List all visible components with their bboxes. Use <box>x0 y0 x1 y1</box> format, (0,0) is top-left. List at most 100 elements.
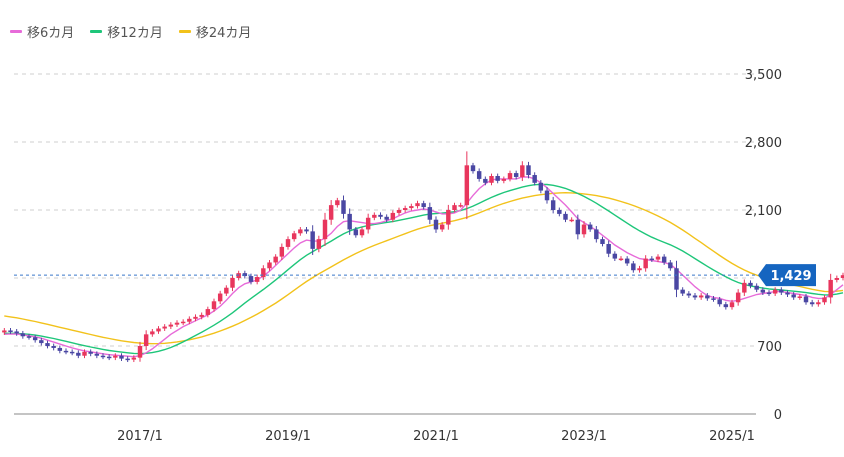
candle-body <box>187 318 192 322</box>
candle-body <box>390 212 396 220</box>
candle-body <box>729 302 735 308</box>
candle-body <box>711 298 716 300</box>
candle-body <box>174 322 180 325</box>
candle-body <box>322 219 328 240</box>
candle-body <box>82 351 87 356</box>
candle-body <box>402 208 408 210</box>
candle-body <box>742 282 747 293</box>
candle-body <box>26 336 32 338</box>
legend-swatch-ma12 <box>90 30 103 33</box>
candle-body <box>285 239 291 247</box>
candle-body <box>513 173 519 177</box>
candle-body <box>291 233 297 240</box>
legend-item-ma6[interactable]: 移6カ月 <box>10 22 74 41</box>
candle-body <box>39 340 44 344</box>
candle-body <box>779 289 784 293</box>
candle-body <box>680 289 685 294</box>
candle-body <box>581 224 587 235</box>
candle-body <box>113 355 118 358</box>
candle-body <box>409 206 414 209</box>
candle-body <box>520 165 525 177</box>
candle-body <box>612 253 618 259</box>
candle-body <box>193 316 198 319</box>
candle-body <box>606 244 611 254</box>
candle-body <box>298 229 303 234</box>
candle-body <box>544 190 550 201</box>
candle-body <box>45 343 50 346</box>
candle-body <box>495 176 500 181</box>
candle-body <box>458 205 463 207</box>
candle-body <box>230 278 235 288</box>
candle-body <box>476 171 482 179</box>
candle-body <box>501 178 507 181</box>
candle-body <box>180 321 186 324</box>
candle-body <box>365 217 371 230</box>
candle-body <box>569 219 574 222</box>
candle-body <box>150 331 155 335</box>
candle-body <box>483 178 488 183</box>
candle-body <box>32 337 38 341</box>
candle-body <box>797 296 803 298</box>
candle-body <box>347 213 352 230</box>
candle-body <box>631 263 636 271</box>
candle-body <box>686 293 692 296</box>
candle-body <box>748 282 753 286</box>
axis-layer: 0 700 2,100 2,800 3,500 2017/1 2019/1 2021/1 202… <box>14 68 816 444</box>
candle-body <box>217 293 223 302</box>
candle-body <box>735 292 741 303</box>
legend-label-ma12: 移12カ月 <box>107 26 163 41</box>
candle-body <box>772 289 778 294</box>
candle-body <box>828 279 833 298</box>
candle-body <box>674 268 679 290</box>
candle-body <box>624 258 630 264</box>
candle-body <box>760 289 766 293</box>
candle-body <box>785 292 790 295</box>
candle-body <box>316 239 322 249</box>
candle-body <box>279 246 285 257</box>
candle-body <box>119 355 124 359</box>
candle-body <box>464 165 470 206</box>
candle-body <box>840 275 844 278</box>
candle-body <box>470 165 476 172</box>
legend-swatch-ma24 <box>178 30 191 33</box>
candle-body <box>427 207 433 220</box>
y-tick-label: 2,800 <box>745 136 782 151</box>
candle-body <box>433 219 439 230</box>
candle-body <box>14 331 19 334</box>
candlestick-layer <box>2 151 844 363</box>
candle-body <box>421 203 426 208</box>
candle-body <box>816 302 821 305</box>
candle-body <box>550 200 556 210</box>
candle-body <box>803 296 809 303</box>
candle-body <box>396 210 402 213</box>
candle-body <box>273 256 278 263</box>
candle-body <box>8 330 13 332</box>
candle-body <box>594 229 599 240</box>
candle-body <box>224 287 229 294</box>
candle-body <box>254 277 260 282</box>
candle-body <box>69 351 75 354</box>
grid-layer <box>14 73 756 415</box>
candle-body <box>507 173 513 179</box>
y-tick-label: 0 <box>774 408 782 423</box>
candle-body <box>446 210 451 225</box>
candle-body <box>131 357 137 360</box>
x-tick-label: 2025/1 <box>709 429 755 444</box>
candle-body <box>575 219 581 235</box>
candle-body <box>162 326 167 329</box>
candle-body <box>526 165 531 176</box>
candle-body <box>834 278 840 280</box>
legend-item-ma24[interactable]: 移24カ月 <box>178 22 251 41</box>
candle-body <box>76 352 81 356</box>
candle-body <box>199 314 204 317</box>
current-price-label: 1,429 <box>770 269 811 284</box>
x-tick-label: 2019/1 <box>265 429 311 444</box>
candle-body <box>63 350 69 353</box>
candle-body <box>563 213 568 220</box>
legend-item-ma12[interactable]: 移12カ月 <box>90 22 163 41</box>
candle-body <box>205 309 211 315</box>
candle-body <box>372 214 377 218</box>
candle-body <box>341 200 346 214</box>
candle-body <box>137 346 143 358</box>
